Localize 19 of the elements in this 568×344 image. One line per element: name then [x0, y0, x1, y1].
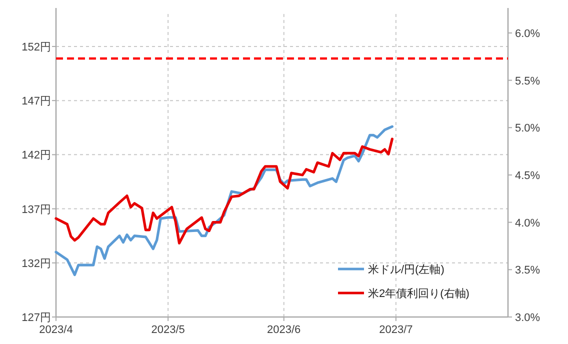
legend-label: 米2年債利回り(右軸)	[368, 287, 470, 300]
legend-label: 米ドル/円(左軸)	[368, 263, 444, 276]
y2tick: 6.0%	[515, 28, 540, 40]
y2tick: 3.0%	[515, 312, 540, 324]
y2tick: 4.0%	[515, 217, 540, 230]
ytick: 152円	[22, 41, 51, 54]
xtick: 2023/5	[151, 324, 185, 336]
y2tick: 3.5%	[515, 264, 540, 277]
xtick: 2023/4	[39, 324, 73, 336]
ytick: 137円	[22, 204, 51, 216]
y2tick: 5.5%	[515, 75, 540, 88]
ytick: 127円	[22, 312, 51, 324]
y2tick: 5.0%	[515, 122, 540, 135]
y2tick: 4.5%	[515, 170, 540, 182]
ytick: 147円	[22, 96, 51, 108]
xtick: 2023/6	[267, 324, 301, 336]
ytick: 142円	[22, 150, 51, 162]
ytick: 132円	[22, 258, 51, 270]
xtick: 2023/7	[379, 324, 413, 336]
